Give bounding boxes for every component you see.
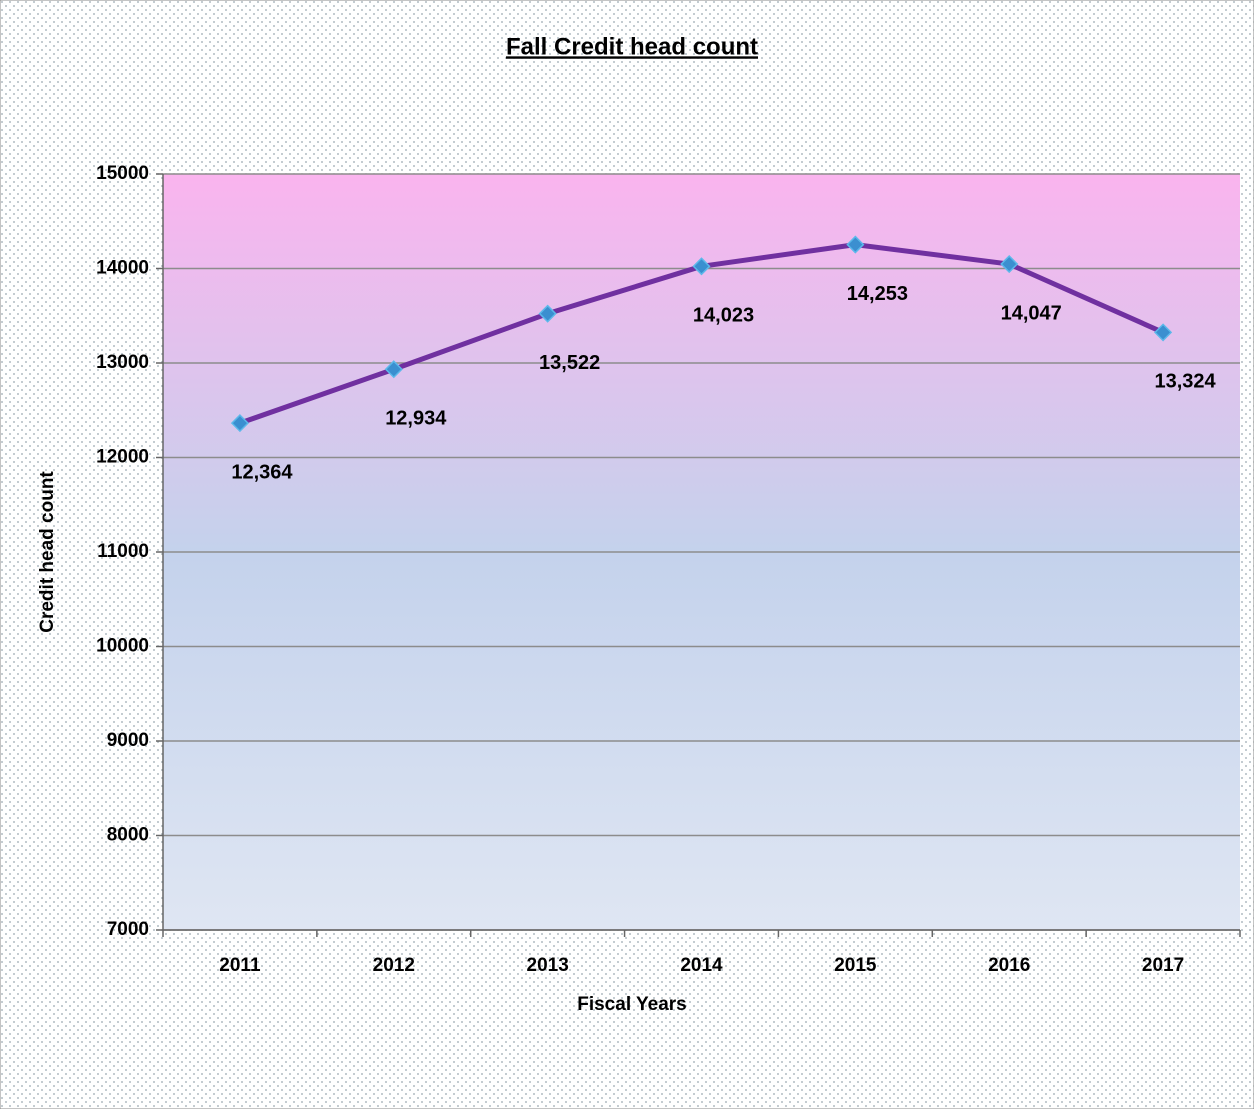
x-tick-label: 2016 [988, 955, 1030, 976]
x-axis-title: Fiscal Years [577, 994, 687, 1015]
data-label: 14,253 [847, 283, 908, 305]
x-tick-label: 2014 [680, 955, 723, 976]
data-point [1000, 254, 1019, 274]
x-tick-label: 2012 [373, 955, 415, 976]
chart-title: Fall Credit head count [506, 33, 758, 60]
data-point [846, 235, 865, 254]
data-label: 13,522 [539, 352, 600, 374]
data-label: 14,023 [693, 305, 754, 327]
data-label: 12,934 [385, 408, 447, 430]
y-tick-label: 8000 [107, 825, 149, 846]
y-tick-label: 11000 [97, 541, 149, 562]
x-tick-label: 2017 [1142, 955, 1184, 976]
data-label: 13,324 [1154, 371, 1216, 393]
data-point [692, 257, 711, 276]
data-point [230, 414, 249, 433]
y-tick-label: 12000 [96, 447, 149, 468]
y-axis-title: Credit head count [37, 471, 58, 633]
y-tick-label: 13000 [96, 352, 149, 373]
data-label: 14,047 [1001, 302, 1062, 324]
data-point [538, 304, 557, 323]
y-tick-label: 9000 [107, 730, 149, 751]
x-tick-label: 2011 [219, 955, 261, 976]
y-tick-label: 7000 [107, 919, 149, 940]
y-tick-label: 15000 [96, 163, 149, 184]
x-tick-label: 2013 [527, 955, 569, 976]
data-point [384, 360, 403, 379]
x-tick-label: 2015 [834, 955, 877, 976]
data-point [1154, 323, 1173, 342]
y-tick-label: 10000 [96, 636, 149, 657]
data-label: 12,364 [231, 461, 293, 483]
y-tick-label: 14000 [96, 258, 149, 279]
